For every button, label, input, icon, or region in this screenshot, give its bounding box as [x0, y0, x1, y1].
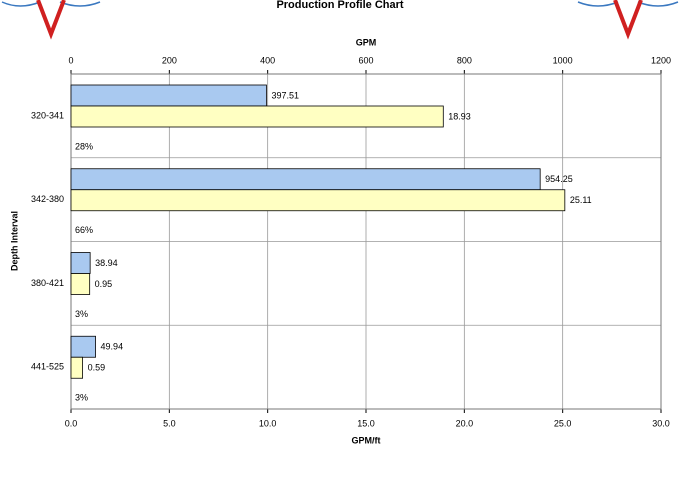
data-label: 18.93 [448, 111, 471, 121]
bar [70, 356, 84, 379]
y-axis-title: Depth Interval [9, 211, 19, 271]
y-tick-label: 441-525 [31, 362, 64, 372]
x2-tick-label: 1000 [553, 55, 573, 65]
x2-tick-label: 1200 [651, 55, 671, 65]
x-tick-label: 20.0 [456, 418, 474, 428]
data-label: 38.94 [95, 258, 118, 268]
bar [70, 189, 566, 212]
y-tick-label: 380-421 [31, 278, 64, 288]
x2-tick-label: 600 [358, 55, 373, 65]
x2-tick-label: 0 [68, 55, 73, 65]
x2-axis-title: GPM [356, 37, 377, 47]
logo-right [577, 0, 679, 40]
data-label: 49.94 [101, 342, 124, 352]
x2-tick-label: 200 [162, 55, 177, 65]
bar [70, 335, 96, 358]
x-tick-label: 15.0 [357, 418, 375, 428]
x2-tick-label: 800 [457, 55, 472, 65]
data-label: 397.51 [271, 90, 299, 100]
x2-tick-label: 400 [260, 55, 275, 65]
share-label: 3% [75, 309, 88, 319]
bar [70, 168, 541, 191]
share-label: 66% [75, 225, 93, 235]
data-label: 0.59 [88, 363, 106, 373]
x-tick-label: 0.0 [65, 418, 78, 428]
bar [70, 252, 91, 274]
data-label: 954.25 [545, 174, 573, 184]
bar [70, 105, 444, 128]
bar [70, 273, 91, 295]
x-tick-label: 10.0 [259, 418, 277, 428]
chart-title: Production Profile Chart [276, 0, 403, 11]
x-axis-title: GPM/ft [352, 435, 381, 445]
y-tick-label: 342-380 [31, 194, 64, 204]
bar [70, 84, 267, 107]
share-label: 3% [75, 393, 88, 403]
x-tick-label: 30.0 [652, 418, 670, 428]
x-tick-label: 5.0 [163, 418, 176, 428]
data-label: 25.11 [570, 195, 592, 205]
plot-border [70, 73, 662, 410]
logo-left [1, 0, 101, 40]
data-label: 0.95 [95, 279, 113, 289]
x-tick-label: 25.0 [554, 418, 572, 428]
y-tick-label: 320-341 [31, 110, 64, 120]
share-label: 28% [75, 141, 93, 151]
